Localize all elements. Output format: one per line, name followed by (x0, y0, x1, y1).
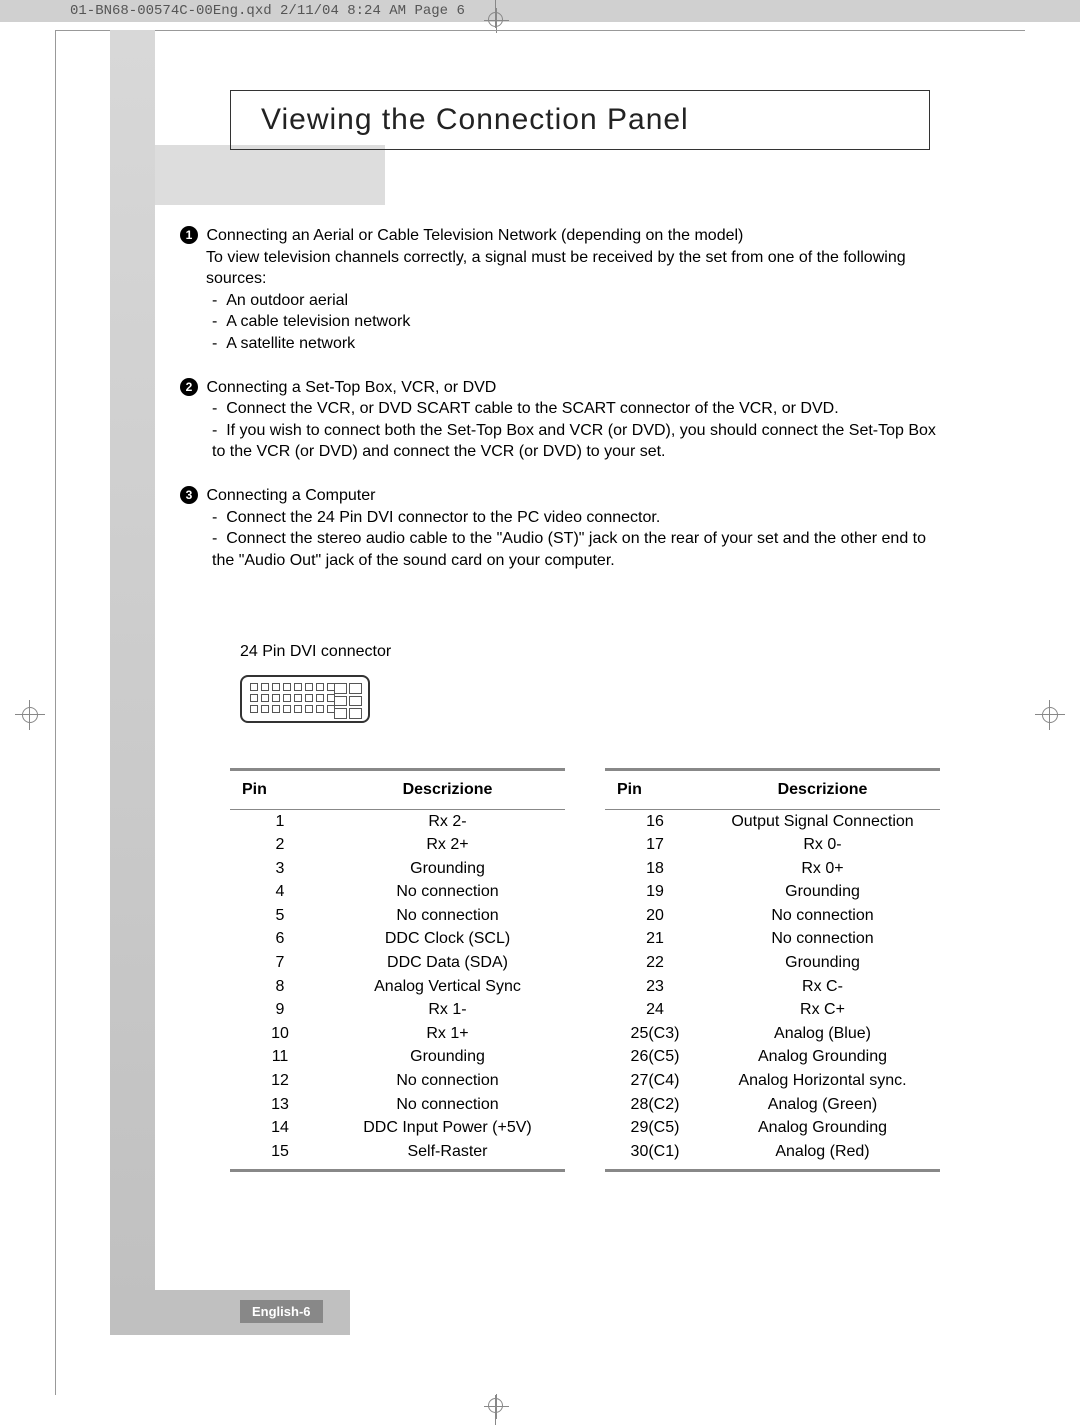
table-row: 17Rx 0- (605, 833, 940, 857)
table-row: 13No connection (230, 1093, 565, 1117)
table-row: 18Rx 0+ (605, 857, 940, 881)
pin-table-left: Pin Descrizione 1Rx 2-2Rx 2+3Grounding4N… (230, 768, 565, 1173)
file-header-strip: 01-BN68-00574C-00Eng.qxd 2/11/04 8:24 AM… (0, 0, 1080, 22)
page-number-label: English-6 (240, 1300, 323, 1323)
section-1-body: To view television channels correctly, a… (206, 247, 940, 290)
th-desc: Descrizione (705, 779, 940, 801)
section-1-heading: Connecting an Aerial or Cable Television… (206, 227, 743, 244)
table-row: 1Rx 2- (230, 810, 565, 834)
table-row: 30(C1)Analog (Red) (605, 1140, 940, 1164)
table-row: 4No connection (230, 880, 565, 904)
table-row: 19Grounding (605, 880, 940, 904)
title-gray-block (155, 145, 385, 205)
list-item: - Connect the VCR, or DVD SCART cable to… (212, 398, 940, 420)
list-item: - If you wish to connect both the Set-To… (212, 420, 940, 463)
table-row: 16Output Signal Connection (605, 810, 940, 834)
page-border-top (55, 30, 1025, 31)
list-item: - Connect the stereo audio cable to the … (212, 528, 940, 571)
page-content: 1 Connecting an Aerial or Cable Televisi… (180, 225, 940, 1172)
table-row: 21No connection (605, 927, 940, 951)
dvi-connector-icon (240, 675, 370, 723)
table-row: 26(C5)Analog Grounding (605, 1045, 940, 1069)
section-2: 2 Connecting a Set-Top Box, VCR, or DVD … (180, 377, 940, 463)
table-row: 2Rx 2+ (230, 833, 565, 857)
list-item: - A satellite network (212, 333, 940, 355)
table-row: 22Grounding (605, 951, 940, 975)
table-row: 5No connection (230, 904, 565, 928)
bullet-1-icon: 1 (180, 226, 198, 244)
section-1: 1 Connecting an Aerial or Cable Televisi… (180, 225, 940, 355)
table-row: 8Analog Vertical Sync (230, 975, 565, 999)
table-row: 28(C2)Analog (Green) (605, 1093, 940, 1117)
bullet-3-icon: 3 (180, 486, 198, 504)
sidebar-decoration (110, 30, 155, 1315)
section-title-box: Viewing the Connection Panel (230, 90, 930, 150)
bullet-2-icon: 2 (180, 378, 198, 396)
table-row: 24Rx C+ (605, 998, 940, 1022)
section-2-heading: Connecting a Set-Top Box, VCR, or DVD (206, 379, 496, 396)
table-row: 7DDC Data (SDA) (230, 951, 565, 975)
table-row: 3Grounding (230, 857, 565, 881)
th-pin: Pin (230, 779, 330, 801)
section-title: Viewing the Connection Panel (261, 103, 899, 137)
table-row: 12No connection (230, 1069, 565, 1093)
registration-mark-right (1035, 700, 1065, 730)
table-row: 10Rx 1+ (230, 1022, 565, 1046)
section-3: 3 Connecting a Computer - Connect the 24… (180, 485, 940, 571)
registration-mark-top (488, 12, 503, 27)
list-item: - Connect the 24 Pin DVI connector to th… (212, 507, 940, 529)
list-item: - An outdoor aerial (212, 290, 940, 312)
table-row: 25(C3)Analog (Blue) (605, 1022, 940, 1046)
connector-label: 24 Pin DVI connector (240, 641, 940, 663)
registration-mark-bottom (488, 1398, 503, 1413)
pin-tables: Pin Descrizione 1Rx 2-2Rx 2+3Grounding4N… (230, 768, 940, 1173)
table-row: 9Rx 1- (230, 998, 565, 1022)
table-row: 23Rx C- (605, 975, 940, 999)
registration-mark-left (15, 700, 45, 730)
section-3-heading: Connecting a Computer (206, 487, 375, 504)
table-row: 11Grounding (230, 1045, 565, 1069)
pin-table-right: Pin Descrizione 16Output Signal Connecti… (605, 768, 940, 1173)
th-desc: Descrizione (330, 779, 565, 801)
page-border-left (55, 30, 56, 1395)
list-item: - A cable television network (212, 311, 940, 333)
table-row: 15Self-Raster (230, 1140, 565, 1164)
table-row: 20No connection (605, 904, 940, 928)
table-row: 27(C4)Analog Horizontal sync. (605, 1069, 940, 1093)
table-row: 29(C5)Analog Grounding (605, 1116, 940, 1140)
table-row: 6DDC Clock (SCL) (230, 927, 565, 951)
th-pin: Pin (605, 779, 705, 801)
table-row: 14DDC Input Power (+5V) (230, 1116, 565, 1140)
